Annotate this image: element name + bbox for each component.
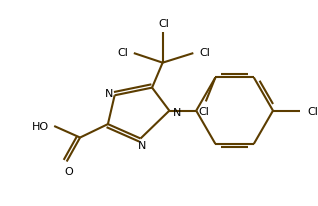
Text: Cl: Cl [199,48,210,58]
Text: N: N [138,140,147,150]
Text: HO: HO [32,121,49,131]
Text: Cl: Cl [117,48,128,58]
Text: N: N [173,107,181,117]
Text: Cl: Cl [158,19,169,29]
Text: O: O [64,166,73,176]
Text: Cl: Cl [308,106,318,116]
Text: N: N [105,89,113,99]
Text: Cl: Cl [198,107,209,116]
